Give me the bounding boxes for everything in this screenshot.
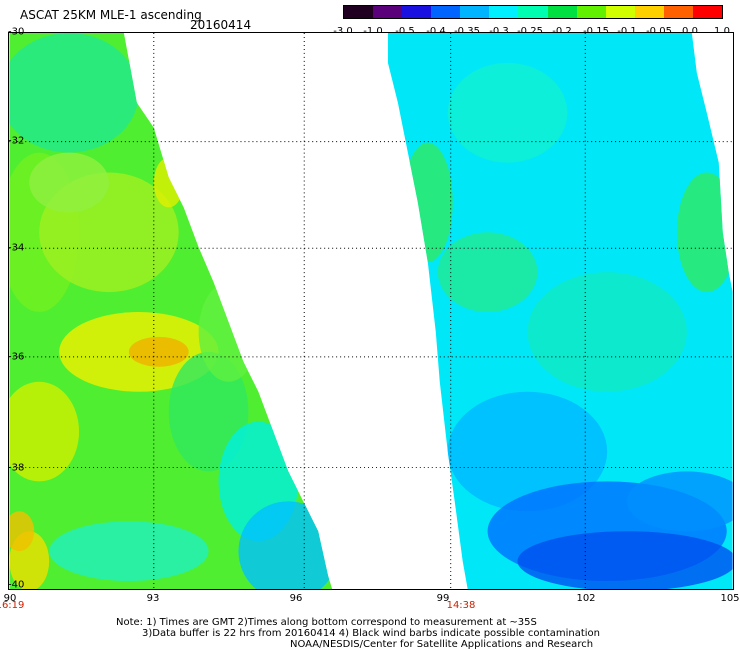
colorbar-segment	[634, 6, 665, 18]
latitude-label: -40	[8, 579, 25, 591]
colorbar-segment	[489, 6, 519, 18]
colorbar-tick-label: -0.1	[617, 26, 637, 37]
data-patch	[49, 521, 209, 582]
colorbar-tick-label: 0.0	[682, 26, 698, 37]
data-patch	[402, 142, 453, 263]
data-patch	[447, 62, 568, 163]
latitude-label: -30	[8, 26, 25, 38]
colorbar-tick-label: -3.0	[333, 26, 353, 37]
data-patch	[238, 501, 333, 589]
data-patch	[437, 232, 538, 312]
latitude-label: -38	[8, 462, 25, 474]
data-patch	[128, 336, 189, 367]
colorbar-tick-label: -0.4	[426, 26, 446, 37]
colorbar-segment	[460, 6, 490, 18]
latitude-label: -36	[8, 351, 25, 363]
longitude-label: 93	[146, 593, 160, 604]
data-swaths	[9, 33, 733, 589]
colorbar-tick-label: -0.3	[489, 26, 509, 37]
colorbar-segment	[692, 6, 723, 18]
colorbar-segment	[547, 6, 578, 18]
colorbar-tick-label: -1.0	[363, 26, 383, 37]
map-date: 20160414	[190, 18, 252, 32]
colorbar-tick-label: -0.35	[454, 26, 480, 37]
satellite-map	[8, 32, 734, 590]
colorbar-segment	[402, 6, 432, 18]
data-patch	[676, 172, 733, 293]
colorbar-tick-label: -0.2	[552, 26, 572, 37]
note-line-3: NOAA/NESDIS/Center for Satellite Applica…	[290, 639, 594, 650]
note-line-2: 3)Data buffer is 22 hrs from 20160414 4)…	[142, 628, 600, 639]
data-patch	[9, 511, 35, 552]
note-line-1: Note: 1) Times are GMT 2)Times along bot…	[116, 617, 537, 628]
longitude-label: 99	[436, 593, 450, 604]
longitude-label: 96	[289, 593, 303, 604]
time-label-right: 14:38	[446, 600, 476, 611]
colorbar-segment	[431, 6, 461, 18]
latitude-label: -32	[8, 135, 25, 147]
data-patch	[527, 272, 687, 392]
longitude-label: 102	[576, 593, 596, 604]
colorbar-tick-label: 1.0	[714, 26, 730, 37]
map-title: ASCAT 25KM MLE-1 ascending	[20, 8, 202, 22]
data-patch	[447, 391, 608, 512]
data-patch	[168, 351, 249, 472]
colorbar-tick-label: -0.05	[646, 26, 672, 37]
data-patch	[9, 381, 80, 482]
colorbar-segment	[663, 6, 694, 18]
data-patch	[517, 531, 733, 589]
colorbar-tick-label: -0.15	[583, 26, 609, 37]
data-patch	[9, 33, 139, 153]
colorbar-segment	[373, 6, 403, 18]
longitude-label: 105	[720, 593, 740, 604]
colorbar-segment	[518, 6, 549, 18]
data-patch	[153, 157, 184, 208]
colorbar-tick-label: -0.5	[395, 26, 415, 37]
time-label-left: 16:19	[0, 600, 25, 611]
longitude-label: 90	[3, 593, 17, 604]
data-patch	[627, 471, 733, 532]
colorbar-segment	[344, 6, 374, 18]
colorbar-segment	[576, 6, 607, 18]
colorbar-tick-label: -0.25	[517, 26, 543, 37]
grid-lines	[9, 33, 733, 589]
data-patch	[198, 282, 259, 382]
latitude-label: -34	[8, 242, 25, 254]
colorbar-segment	[605, 6, 636, 18]
data-patch	[29, 152, 109, 213]
colorbar	[343, 5, 723, 19]
